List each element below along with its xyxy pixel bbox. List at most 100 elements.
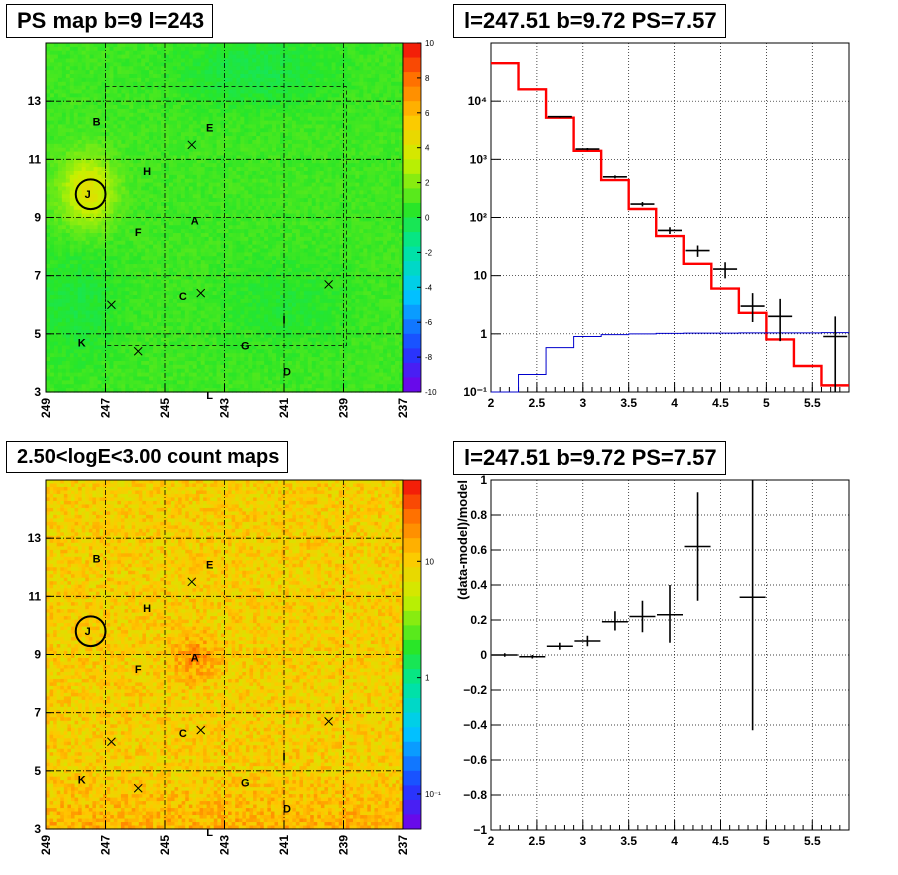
spectrum-x-tick-label: 4 bbox=[671, 396, 678, 410]
source-label-g: G bbox=[241, 340, 250, 352]
count-map-x-tick-label: 239 bbox=[337, 835, 351, 855]
ps-map-colorbar-label: 4 bbox=[425, 144, 430, 153]
count-map-y-tick-label: 5 bbox=[34, 764, 41, 778]
residual-y-tick-label: 0.4 bbox=[470, 578, 487, 592]
count-map-title: 2.50<logE<3.00 count maps bbox=[6, 441, 289, 473]
ps-map-x-tick-label: 249 bbox=[39, 398, 53, 418]
source-label-l: L bbox=[206, 827, 213, 839]
residual-data-point bbox=[657, 585, 683, 643]
spectrum-x-tick-label: 2.5 bbox=[529, 396, 546, 410]
ps-map-x-tick-label: 245 bbox=[158, 398, 172, 418]
residual-figure: 2 2.5 3 3.5 4 4.5 5 5.5 −1 −0.8 −0.6 −0.4 −0.2 0 0.2 0.… bbox=[455, 473, 850, 848]
ps-map-pixels bbox=[46, 43, 404, 393]
spectrum-data-point bbox=[685, 245, 710, 257]
count-map-figure: 249 247 245 243 241 239 237 3 5 7 9 11 13 B E H J F A C I K G D… bbox=[28, 479, 441, 855]
residual-frame bbox=[490, 479, 850, 831]
source-label-e: E bbox=[206, 122, 213, 134]
residual-x-tick-label: 4 bbox=[671, 834, 678, 848]
ps-map-x-tick-label: 243 bbox=[218, 398, 232, 418]
ps-map-title: PS map b=9 l=243 bbox=[6, 4, 214, 38]
ps-map-y-tick-label: 9 bbox=[34, 211, 41, 225]
residual-y-tick-label: 0.2 bbox=[470, 613, 487, 627]
residual-x-tick-label: 5.5 bbox=[804, 834, 821, 848]
spectrum-y-tick-label: 10⁴ bbox=[468, 94, 487, 108]
count-map-y-tick-label: 11 bbox=[28, 589, 41, 603]
spectrum-data-point bbox=[658, 227, 682, 235]
spectrum-data-point bbox=[630, 201, 655, 207]
ps-map-colorbar-label: -10 bbox=[425, 388, 437, 397]
residual-data-point bbox=[629, 600, 656, 633]
count-map-y-tick-label: 13 bbox=[28, 531, 42, 545]
count-map-x-tick-label: 241 bbox=[277, 835, 291, 855]
ps-map-colorbar-label: 6 bbox=[425, 109, 430, 118]
spectrum-x-tick-label: 3.5 bbox=[620, 396, 637, 410]
count-map-x-tick-label: 237 bbox=[396, 835, 410, 855]
roi-box bbox=[105, 86, 347, 346]
residual-y-tick-label: −0.6 bbox=[463, 753, 487, 767]
source-label-i: I bbox=[282, 314, 285, 326]
residual-x-tick-label: 4.5 bbox=[712, 834, 729, 848]
cross-marker bbox=[187, 577, 197, 587]
residual-y-tick-label: 0 bbox=[480, 648, 487, 662]
residual-data-point bbox=[491, 653, 518, 657]
ps-map-x-tick-label: 241 bbox=[277, 398, 291, 418]
spectrum-data-point bbox=[713, 262, 738, 279]
ps-map-colorbar-label: -8 bbox=[425, 353, 433, 362]
ps-map-colorbar-label: 10 bbox=[425, 39, 434, 48]
spectrum-series-line bbox=[491, 332, 849, 393]
ps-map-colorbar-label: 0 bbox=[425, 214, 430, 223]
ps-map-colorbar-label: -6 bbox=[425, 318, 433, 327]
ps-map-x-tick-label: 237 bbox=[396, 398, 410, 418]
cross-marker bbox=[324, 717, 333, 726]
source-label-b: B bbox=[93, 554, 101, 566]
spectrum-x-tick-label: 2 bbox=[488, 396, 495, 410]
source-label-f: F bbox=[135, 664, 142, 676]
cross-marker bbox=[196, 288, 206, 298]
cross-marker bbox=[133, 783, 143, 793]
source-circle bbox=[74, 615, 107, 648]
count-map-y-tick-label: 3 bbox=[34, 822, 41, 836]
cross-marker bbox=[324, 280, 333, 289]
source-label-k: K bbox=[78, 775, 86, 787]
source-label-j: J bbox=[85, 189, 91, 201]
source-label-b: B bbox=[93, 117, 101, 129]
cross-marker bbox=[107, 737, 116, 747]
spectrum-data-point bbox=[768, 298, 793, 342]
count-map-colorbar bbox=[403, 480, 421, 830]
source-label-h: H bbox=[143, 603, 151, 615]
count-map-colorbar-frame bbox=[402, 479, 422, 830]
count-map-grid bbox=[46, 480, 403, 829]
ps-map-y-tick-label: 7 bbox=[34, 269, 41, 283]
cross-marker bbox=[187, 140, 197, 150]
ps-map-colorbar-label: 2 bbox=[425, 179, 430, 188]
cross-marker bbox=[133, 346, 143, 356]
residual-y-tick-label: −1 bbox=[473, 823, 487, 837]
source-label-g: G bbox=[241, 777, 250, 789]
residual-data-point bbox=[574, 635, 601, 647]
source-label-l: L bbox=[206, 390, 213, 402]
spectrum-frame bbox=[490, 42, 850, 393]
ps-map-x-tick-label: 239 bbox=[337, 398, 351, 418]
ps-map-y-tick-label: 5 bbox=[34, 327, 41, 341]
residual-y-tick-label: −0.2 bbox=[463, 683, 487, 697]
count-map-colorbar-label: 10 bbox=[425, 557, 434, 566]
spectrum-y-tick-label: 10⁻¹ bbox=[463, 385, 487, 399]
count-map-x-tick-label: 245 bbox=[158, 835, 172, 855]
count-map-y-tick-label: 9 bbox=[34, 648, 41, 662]
residual-y-axis-label: (data-model)/model bbox=[455, 480, 470, 600]
cross-marker bbox=[107, 300, 116, 310]
residual-panel: 2 2.5 3 3.5 4 4.5 5 5.5 −1 −0.8 −0.6 −0.4 −0.2 0 0.2 0.… bbox=[449, 437, 898, 875]
residual-x-tick-label: 2 bbox=[488, 834, 495, 848]
ps-map-y-tick-label: 3 bbox=[34, 385, 41, 399]
spectrum-y-tick-label: 10³ bbox=[470, 152, 487, 166]
residual-data-point bbox=[601, 611, 628, 631]
source-label-c: C bbox=[179, 291, 187, 303]
ps-map-panel: 249 247 245 243 241 239 237 3 5 7 9 11 13 B E H J F A C I K G D… bbox=[0, 0, 449, 437]
residual-data-point bbox=[684, 492, 711, 601]
spectrum-x-tick-label: 5 bbox=[763, 396, 770, 410]
cross-marker bbox=[196, 725, 206, 735]
residual-x-tick-label: 5 bbox=[763, 834, 770, 848]
spectrum-y-tick-label: 1 bbox=[480, 327, 487, 341]
spectrum-y-tick-label: 10 bbox=[474, 269, 488, 283]
source-label-f: F bbox=[135, 227, 142, 239]
